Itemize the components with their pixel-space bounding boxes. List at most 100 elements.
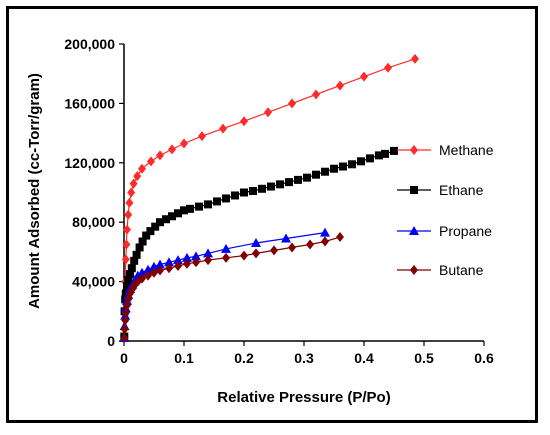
data-point-butane bbox=[165, 263, 173, 274]
data-point-ethane bbox=[258, 184, 266, 193]
data-point-butane bbox=[321, 236, 329, 247]
data-point-ethane bbox=[138, 237, 147, 246]
data-point-methane bbox=[288, 98, 296, 109]
legend: Methane Ethane Propane Butane bbox=[397, 142, 494, 278]
x-tick-label: 0 bbox=[120, 350, 128, 366]
data-point-methane bbox=[147, 156, 155, 167]
data-point-ethane bbox=[121, 289, 130, 298]
legend-marker-methane bbox=[410, 145, 418, 155]
data-point-ethane bbox=[126, 270, 134, 279]
data-point-methane bbox=[138, 163, 146, 174]
y-tick-label: 160,000 bbox=[64, 95, 115, 111]
data-point-ethane bbox=[127, 264, 136, 273]
y-axis-label: Amount Adsorbed (cc-Torr/gram) bbox=[26, 73, 43, 309]
legend-item-butane: Butane bbox=[397, 262, 484, 278]
y-tick-label: 120,000 bbox=[64, 155, 115, 171]
data-point-ethane bbox=[142, 231, 151, 240]
data-point-ethane bbox=[303, 173, 311, 182]
data-point-ethane bbox=[357, 157, 365, 166]
data-point-propane bbox=[143, 264, 153, 274]
data-point-methane bbox=[411, 53, 419, 64]
series-line-methane bbox=[123, 58, 416, 337]
data-point-ethane bbox=[146, 227, 155, 236]
data-point-ethane bbox=[366, 154, 374, 163]
data-point-methane bbox=[240, 116, 248, 127]
x-tick-label: 0.1 bbox=[174, 350, 194, 366]
data-point-ethane bbox=[240, 188, 248, 197]
data-point-ethane bbox=[151, 222, 160, 231]
data-point-methane bbox=[219, 123, 227, 134]
data-point-ethane bbox=[204, 200, 212, 209]
legend-label-butane: Butane bbox=[439, 262, 484, 278]
data-point-propane bbox=[155, 259, 165, 269]
data-point-butane bbox=[121, 315, 130, 326]
data-point-methane bbox=[264, 107, 272, 118]
data-point-propane bbox=[164, 257, 174, 267]
data-point-butane bbox=[120, 333, 129, 344]
data-point-butane bbox=[252, 248, 260, 259]
data-point-ethane bbox=[321, 167, 329, 176]
data-point-butane bbox=[288, 242, 296, 253]
data-point-ethane bbox=[135, 243, 144, 252]
data-point-butane bbox=[120, 324, 129, 335]
y-tick-label: 80,000 bbox=[72, 214, 115, 230]
x-tick-label: 0.5 bbox=[414, 350, 434, 366]
y-tick-label: 40,000 bbox=[72, 274, 115, 290]
data-point-ethane bbox=[390, 146, 398, 155]
series-butane bbox=[120, 232, 344, 344]
legend-item-ethane: Ethane bbox=[397, 182, 484, 198]
legend-marker-ethane bbox=[410, 186, 418, 194]
data-point-butane bbox=[336, 232, 344, 243]
data-point-methane bbox=[180, 138, 188, 149]
data-point-methane bbox=[312, 89, 320, 100]
data-point-propane bbox=[203, 248, 213, 258]
data-point-propane bbox=[173, 255, 183, 265]
data-point-butane bbox=[222, 252, 230, 263]
data-point-butane bbox=[270, 245, 278, 256]
data-point-ethane bbox=[330, 164, 338, 173]
data-point-butane bbox=[240, 250, 248, 261]
chart-frame bbox=[6, 6, 538, 423]
data-point-propane bbox=[182, 252, 192, 262]
legend-label-propane: Propane bbox=[439, 223, 492, 239]
data-point-methane bbox=[124, 209, 133, 220]
series-line-butane bbox=[123, 236, 341, 339]
x-tick-label: 0.3 bbox=[294, 350, 314, 366]
data-point-ethane bbox=[348, 160, 356, 169]
data-point-methane bbox=[198, 131, 206, 142]
data-point-methane bbox=[133, 171, 142, 182]
data-point-ethane bbox=[285, 178, 293, 187]
data-point-ethane bbox=[123, 282, 131, 291]
data-point-ethane bbox=[312, 170, 320, 179]
data-point-butane bbox=[121, 307, 130, 318]
data-point-ethane bbox=[168, 212, 176, 221]
series-layer bbox=[119, 53, 419, 344]
legend-label-methane: Methane bbox=[439, 142, 494, 158]
x-tick-label: 0.4 bbox=[354, 350, 374, 366]
data-point-ethane bbox=[231, 191, 239, 200]
data-point-ethane bbox=[174, 209, 182, 218]
data-point-ethane bbox=[222, 194, 230, 203]
data-point-ethane bbox=[375, 151, 383, 160]
y-tick-label: 200,000 bbox=[64, 36, 115, 52]
data-point-butane bbox=[306, 239, 314, 250]
data-point-ethane bbox=[267, 182, 275, 191]
data-point-butane bbox=[144, 270, 152, 281]
data-point-ethane bbox=[276, 180, 284, 189]
data-point-ethane bbox=[249, 187, 257, 196]
x-axis-label: Relative Pressure (P/Po) bbox=[217, 389, 390, 406]
series-methane bbox=[120, 53, 419, 342]
data-point-propane bbox=[191, 251, 201, 261]
x-tick-label: 0.6 bbox=[474, 350, 494, 366]
data-point-ethane bbox=[213, 197, 221, 206]
legend-label-ethane: Ethane bbox=[439, 182, 484, 198]
y-tick-label: 0 bbox=[107, 333, 115, 349]
data-point-propane bbox=[221, 243, 231, 253]
legend-marker-propane bbox=[409, 226, 419, 235]
data-point-butane bbox=[156, 265, 164, 276]
data-point-ethane bbox=[381, 149, 389, 158]
data-point-butane bbox=[138, 273, 146, 284]
data-point-ethane bbox=[195, 202, 203, 211]
data-point-methane bbox=[156, 150, 164, 161]
